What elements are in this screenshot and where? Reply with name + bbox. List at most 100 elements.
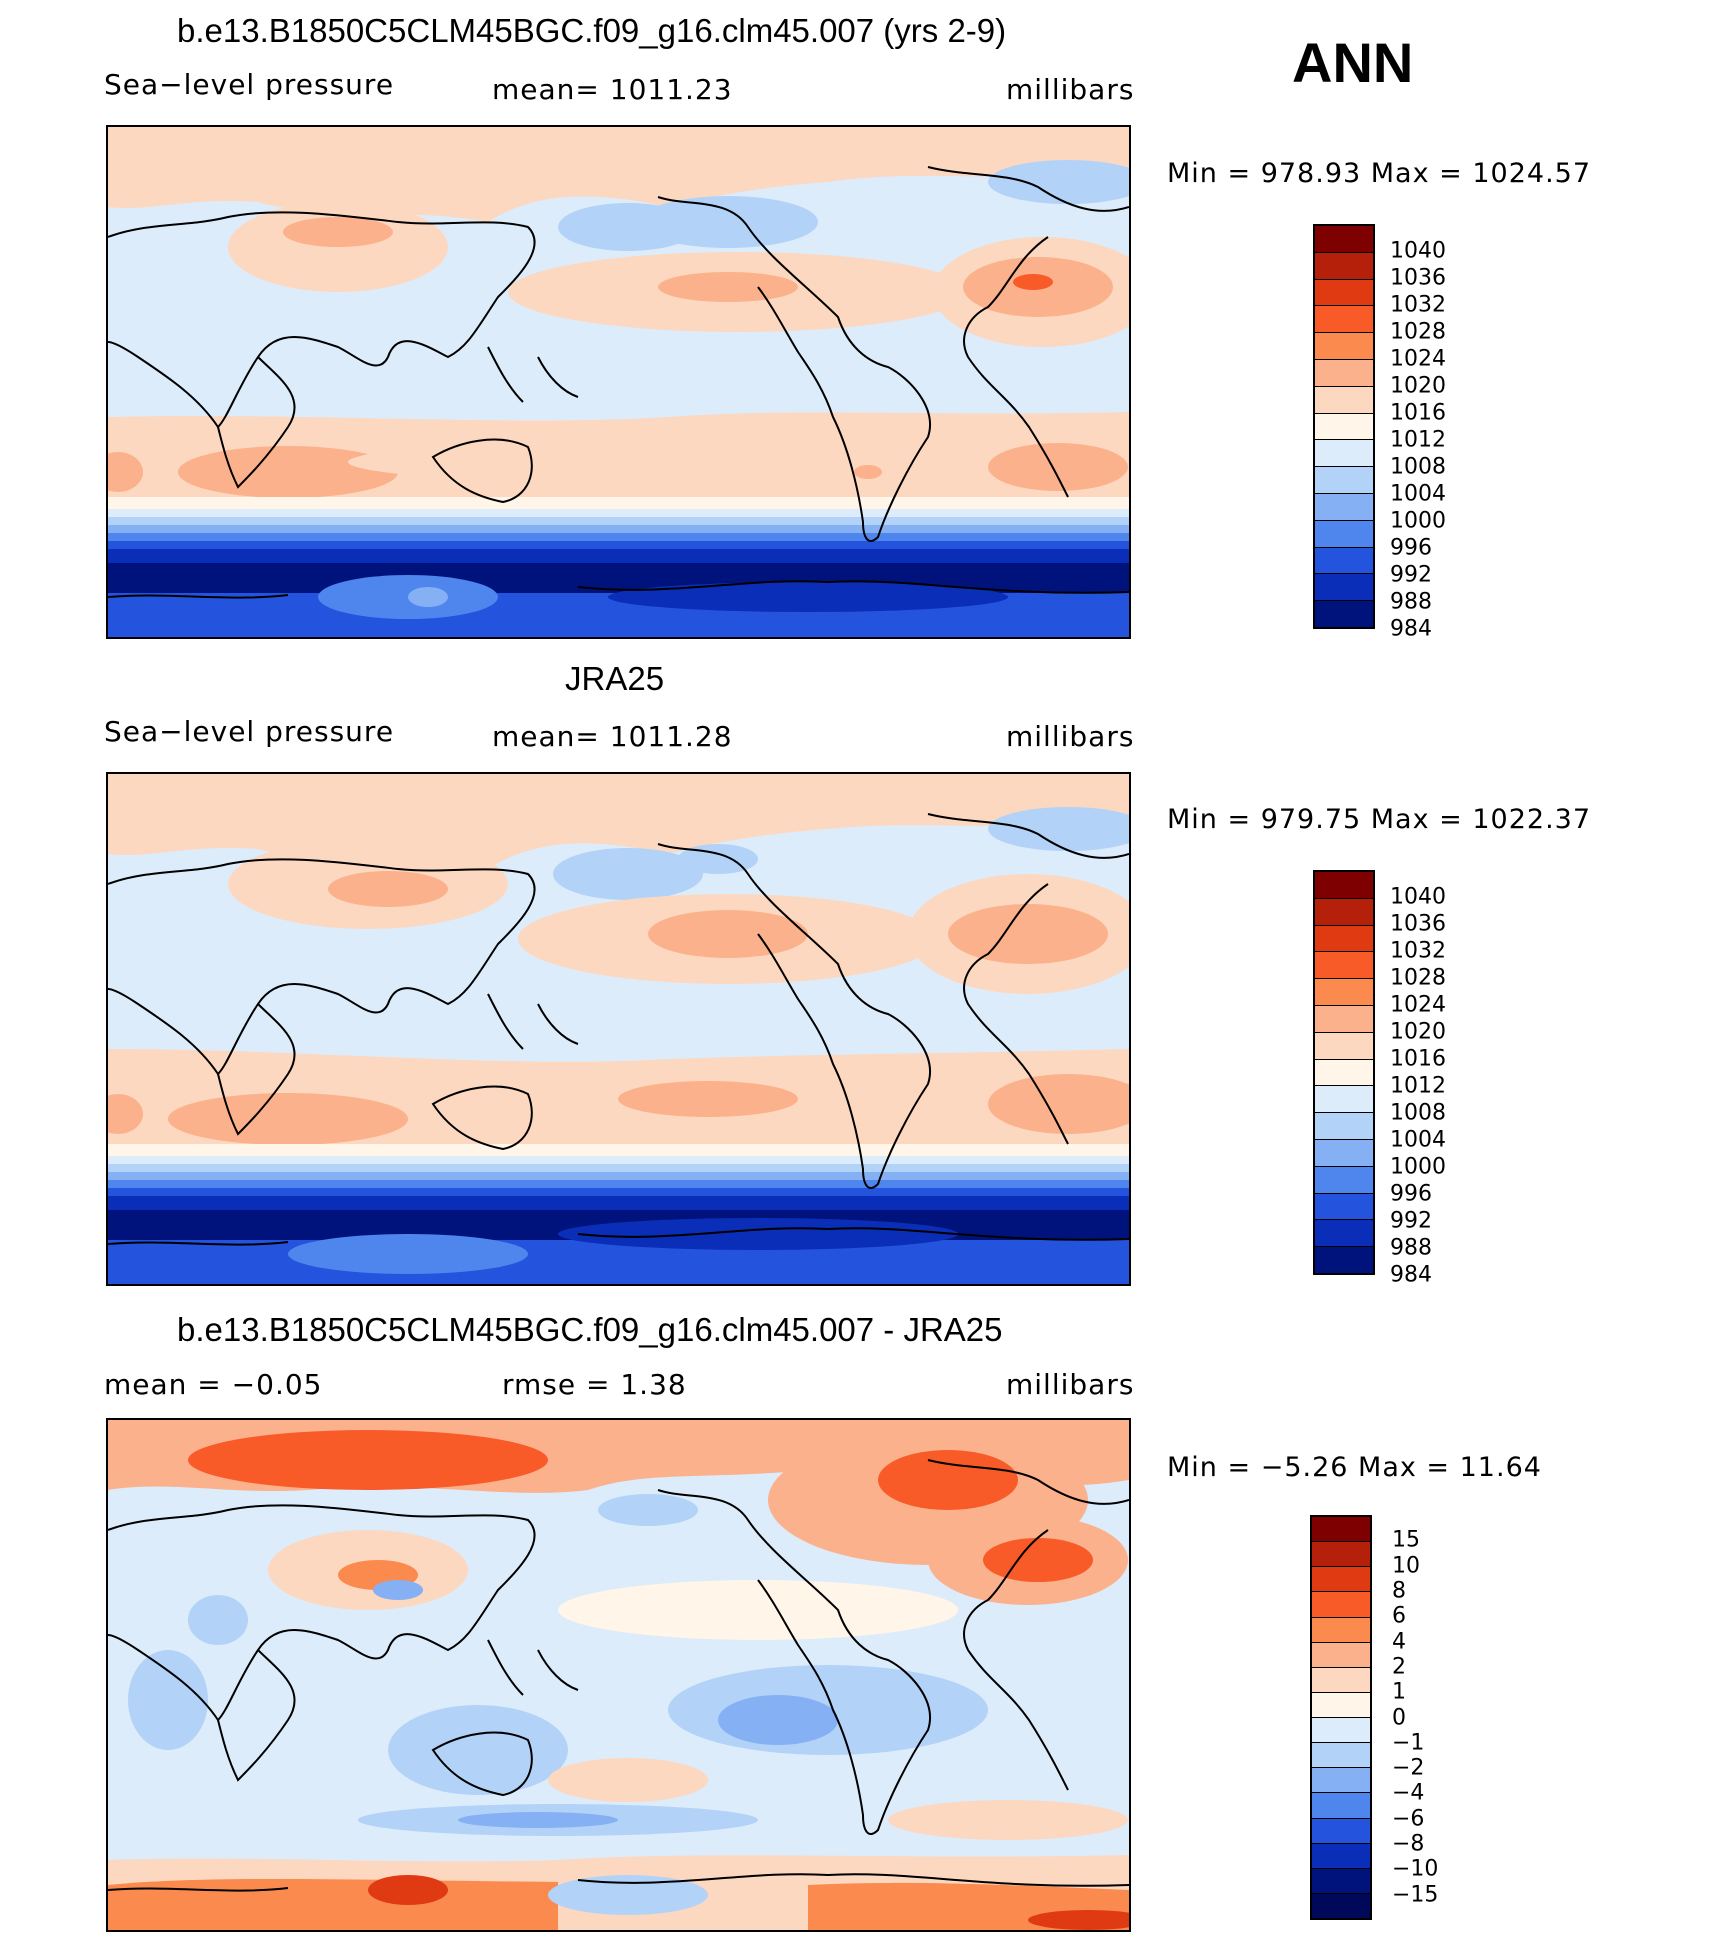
colorbar-tick-label: 8	[1392, 1578, 1406, 1604]
colorbar-tick-label: 1028	[1390, 319, 1446, 345]
colorbar-swatch	[1315, 226, 1373, 253]
colorbar-swatch	[1315, 413, 1373, 441]
panel-3-colorbar-ticks: 15 10 8 6 4 2 1 0 −1 −2 −4 −6 −8 −10 −15	[1392, 1515, 1512, 1920]
colorbar-tick-label: −8	[1392, 1831, 1425, 1857]
panel-2-title: JRA25	[565, 660, 665, 697]
colorbar-tick-label: 1028	[1390, 965, 1446, 991]
colorbar-swatch	[1315, 547, 1373, 575]
colorbar-swatch	[1312, 1667, 1370, 1693]
colorbar-swatch	[1315, 1220, 1373, 1248]
colorbar-tick-label: −1	[1392, 1730, 1425, 1756]
colorbar-tick-label: 1008	[1390, 454, 1446, 480]
colorbar-swatch	[1312, 1617, 1370, 1643]
colorbar-tick-label: 1004	[1390, 1127, 1446, 1153]
colorbar-tick-label: 1000	[1390, 508, 1446, 534]
panel-1-mean-label: mean= 1011.23	[492, 73, 733, 106]
colorbar-swatch	[1315, 925, 1373, 953]
colorbar-swatch	[1315, 1193, 1373, 1221]
colorbar-tick-label: 1008	[1390, 1100, 1446, 1126]
colorbar-swatch	[1312, 1893, 1370, 1918]
colorbar-tick-label: 4	[1392, 1629, 1406, 1655]
colorbar-tick-label: 1024	[1390, 992, 1446, 1018]
colorbar-tick-label: 984	[1390, 1262, 1432, 1288]
colorbar-swatch	[1315, 1086, 1373, 1114]
panel-2-minmax: Min = 979.75 Max = 1022.37	[1167, 804, 1592, 835]
colorbar-tick-label: 988	[1390, 589, 1432, 615]
panel-1-variable-label: Sea−level pressure	[104, 68, 395, 101]
panel-1-colorbar-ticks: 1040 1036 1032 1028 1024 1020 1016 1012 1008 1004…	[1390, 224, 1510, 642]
colorbar-tick-label: 996	[1390, 1181, 1432, 1207]
colorbar-tick-label: 0	[1392, 1705, 1406, 1730]
panel-2-colorbar-ticks: 1040 1036 1032 1028 1024 1020 1016 1012 1008 1004…	[1390, 870, 1510, 1288]
colorbar-tick-label: 984	[1390, 616, 1432, 642]
colorbar-swatch	[1315, 279, 1373, 307]
colorbar-tick-label: 1012	[1390, 427, 1446, 453]
colorbar-swatch	[1315, 979, 1373, 1006]
colorbar-swatch	[1315, 359, 1373, 387]
colorbar-swatch	[1312, 1718, 1370, 1744]
panel-2-units-label: millibars	[1006, 720, 1135, 753]
panel-3-colorbar	[1310, 1515, 1372, 1920]
colorbar-tick-label: 1016	[1390, 400, 1446, 426]
colorbar-tick-label: 2	[1392, 1654, 1406, 1680]
colorbar-tick-label: 1004	[1390, 481, 1446, 507]
colorbar-tick-label: 10	[1392, 1553, 1420, 1579]
colorbar-tick-label: 1020	[1390, 1019, 1446, 1045]
colorbar-tick-label: 6	[1392, 1603, 1406, 1629]
colorbar-tick-label: −15	[1392, 1882, 1439, 1908]
colorbar-swatch	[1315, 333, 1373, 360]
colorbar-swatch	[1312, 1642, 1370, 1668]
panel-1-colorbar	[1313, 224, 1375, 629]
panel-3-title: b.e13.B1850C5CLM45BGC.f09_g16.clm45.007 …	[177, 1311, 1003, 1348]
colorbar-swatch	[1315, 1032, 1373, 1060]
panel-2-map	[106, 772, 1131, 1286]
colorbar-tick-label: 1016	[1390, 1046, 1446, 1072]
colorbar-swatch	[1315, 306, 1373, 334]
colorbar-swatch	[1315, 467, 1373, 494]
panel-3-map	[106, 1418, 1131, 1932]
panel-1-minmax: Min = 978.93 Max = 1024.57	[1167, 158, 1592, 189]
colorbar-tick-label: 1036	[1390, 911, 1446, 937]
colorbar-swatch	[1312, 1692, 1370, 1718]
colorbar-swatch	[1315, 1059, 1373, 1087]
colorbar-swatch	[1315, 440, 1373, 468]
colorbar-swatch	[1315, 1166, 1373, 1194]
colorbar-tick-label: 996	[1390, 535, 1432, 561]
colorbar-tick-label: 1000	[1390, 1154, 1446, 1180]
panel-2-mean-label: mean= 1011.28	[492, 720, 733, 753]
panel-1-map	[106, 125, 1131, 639]
season-label: ANN	[1292, 31, 1414, 94]
colorbar-swatch	[1312, 1743, 1370, 1769]
colorbar-tick-label: 988	[1390, 1235, 1432, 1261]
panel-3-rmse-label: rmse = 1.38	[502, 1368, 687, 1401]
colorbar-tick-label: 1012	[1390, 1073, 1446, 1099]
colorbar-swatch	[1312, 1793, 1370, 1819]
colorbar-swatch	[1315, 1139, 1373, 1167]
colorbar-swatch	[1315, 252, 1373, 280]
colorbar-tick-label: 1020	[1390, 373, 1446, 399]
colorbar-tick-label: 1036	[1390, 265, 1446, 291]
panel-3-mean-label: mean = −0.05	[104, 1368, 323, 1401]
colorbar-swatch	[1312, 1592, 1370, 1618]
panel-2-colorbar	[1313, 870, 1375, 1275]
colorbar-tick-label: 1040	[1390, 884, 1446, 910]
panel-2-variable-label: Sea−level pressure	[104, 715, 395, 748]
colorbar-tick-label: 15	[1392, 1527, 1420, 1553]
colorbar-swatch	[1315, 1113, 1373, 1140]
panel-3-minmax: Min = −5.26 Max = 11.64	[1167, 1452, 1542, 1483]
colorbar-tick-label: 992	[1390, 562, 1432, 588]
colorbar-swatch	[1315, 601, 1373, 627]
colorbar-swatch	[1312, 1567, 1370, 1593]
colorbar-tick-label: −6	[1392, 1806, 1425, 1832]
colorbar-tick-label: 992	[1390, 1208, 1432, 1234]
colorbar-tick-label: 1	[1392, 1679, 1406, 1705]
colorbar-swatch	[1315, 898, 1373, 926]
panel-1-units-label: millibars	[1006, 73, 1135, 106]
colorbar-swatch	[1315, 493, 1373, 521]
colorbar-swatch	[1315, 952, 1373, 980]
colorbar-swatch	[1315, 386, 1373, 414]
colorbar-swatch	[1315, 1005, 1373, 1033]
colorbar-swatch	[1315, 1247, 1373, 1273]
colorbar-tick-label: −10	[1392, 1856, 1439, 1882]
colorbar-swatch	[1315, 574, 1373, 602]
